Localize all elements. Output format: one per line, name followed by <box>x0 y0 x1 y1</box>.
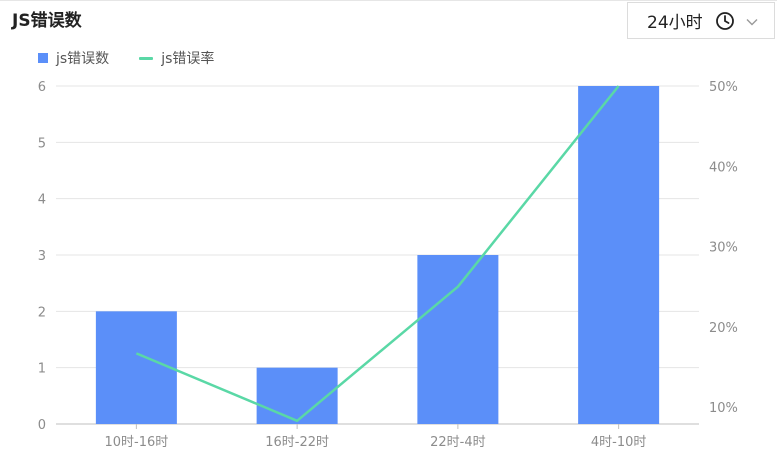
y-right-tick-label: 50% <box>709 80 738 95</box>
bar[interactable] <box>96 311 177 424</box>
y-left-tick-label: 2 <box>38 305 46 320</box>
y-right-tick-label: 20% <box>709 321 738 336</box>
x-tick-label: 10时-16时 <box>104 435 168 450</box>
y-right-tick-label: 30% <box>709 241 738 256</box>
x-tick-label: 4时-10时 <box>591 435 647 450</box>
rate-line <box>136 86 618 421</box>
bar[interactable] <box>578 86 659 424</box>
y-left-tick-label: 0 <box>38 418 46 433</box>
y-right-tick-label: 40% <box>709 160 738 175</box>
y-left-tick-label: 3 <box>38 249 46 264</box>
y-left-tick-label: 5 <box>38 136 46 151</box>
bar[interactable] <box>417 255 498 424</box>
x-tick-label: 16时-22时 <box>265 435 329 450</box>
y-right-tick-label: 10% <box>709 401 738 416</box>
y-left-tick-label: 1 <box>38 362 46 377</box>
y-left-tick-label: 4 <box>38 193 46 208</box>
y-left-tick-label: 6 <box>38 80 46 95</box>
x-tick-label: 22时-4时 <box>430 435 486 450</box>
